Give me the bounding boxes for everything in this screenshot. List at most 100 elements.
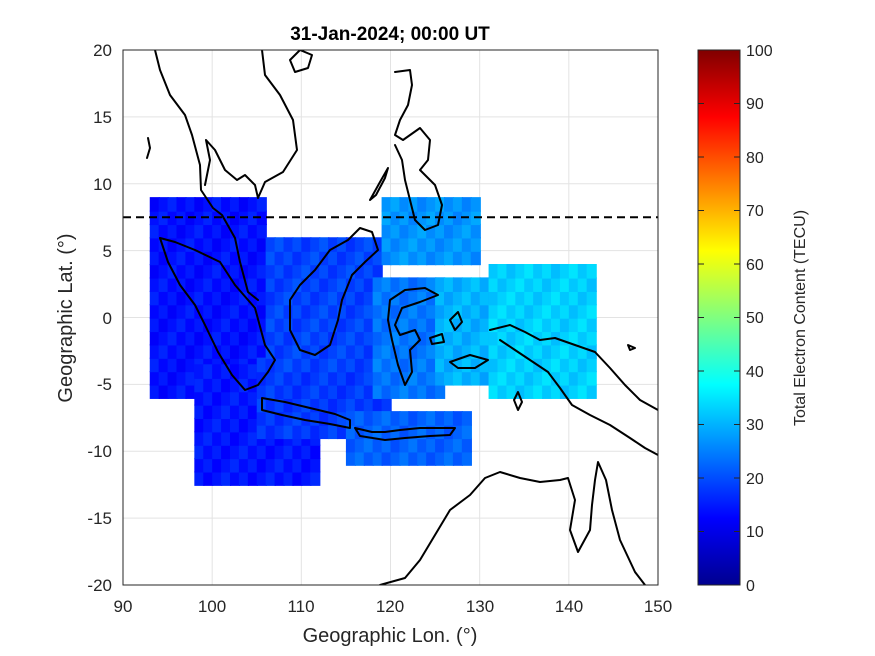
tec-cell <box>479 344 490 359</box>
tec-cell <box>310 277 321 292</box>
tec-cell <box>461 451 472 466</box>
tec-cell <box>559 264 571 279</box>
tec-cell <box>310 471 321 486</box>
tec-cell <box>194 457 205 473</box>
tec-cell <box>328 397 339 413</box>
tec-cell <box>426 317 437 333</box>
tec-cell <box>149 344 160 359</box>
colorbar-tick-label: 10 <box>746 524 764 541</box>
tec-cell <box>452 330 464 346</box>
tec-cell <box>274 384 285 399</box>
tec-cell <box>354 357 365 373</box>
tec-cell <box>247 304 258 319</box>
tec-cell <box>470 290 481 306</box>
tec-cell <box>274 330 285 346</box>
tec-cell <box>399 210 410 226</box>
tec-cell <box>363 264 374 279</box>
tec-cell <box>274 277 285 292</box>
tec-cell <box>265 357 276 373</box>
tec-cell <box>524 371 535 386</box>
tec-cell <box>568 304 579 319</box>
tec-cell <box>381 197 392 212</box>
tec-cell <box>310 357 321 373</box>
tec-cell <box>319 317 330 333</box>
tec-cell <box>417 237 428 252</box>
tec-cell <box>426 424 437 440</box>
tec-cell <box>194 223 205 239</box>
tec-cell <box>551 290 562 306</box>
tec-cell <box>479 277 490 292</box>
tec-cell <box>310 237 321 252</box>
tec-cell <box>203 304 214 319</box>
tec-cell <box>292 317 303 333</box>
tec-cell <box>506 384 517 399</box>
tec-cell <box>363 411 374 426</box>
tec-cell <box>167 290 178 306</box>
tec-cell <box>283 397 294 413</box>
tec-cell <box>194 377 205 393</box>
tec-cell <box>328 357 339 373</box>
tec-cell <box>238 444 250 460</box>
tec-cell <box>426 223 437 239</box>
tec-cell <box>203 330 214 346</box>
tec-cell <box>194 277 205 292</box>
tec-cell <box>265 330 276 346</box>
tec-cell <box>551 371 562 386</box>
tec-cell <box>301 304 312 319</box>
tec-cell <box>479 290 490 306</box>
tec-cell <box>542 290 553 306</box>
tec-cell <box>194 304 205 319</box>
tec-cell <box>435 357 446 373</box>
tec-cell <box>444 277 455 292</box>
tec-cell <box>577 384 588 399</box>
tec-cell <box>497 264 508 279</box>
tec-cell <box>426 250 437 266</box>
tec-cell <box>247 330 258 346</box>
tec-cell <box>230 377 241 393</box>
coastline-sumatra <box>159 237 276 391</box>
tec-cell <box>230 317 241 333</box>
tec-cell <box>354 304 365 319</box>
tec-cell <box>551 264 562 279</box>
tec-cell <box>337 264 348 279</box>
tec-cell <box>408 250 419 266</box>
tec-cell <box>221 317 232 333</box>
tec-cell <box>256 304 267 319</box>
tec-cell <box>212 304 223 319</box>
tec-cell <box>515 371 526 386</box>
tec-cell <box>524 317 535 333</box>
tec-cell <box>506 371 517 386</box>
tec-cell <box>551 277 562 292</box>
colorbar-tick-label: 90 <box>746 96 764 113</box>
tec-cell <box>372 277 383 292</box>
tec-cell <box>542 384 553 399</box>
tec-cell <box>265 457 276 473</box>
tec-cell <box>203 364 214 379</box>
tec-cell <box>328 371 339 386</box>
tec-cell <box>435 411 446 426</box>
tec-cell <box>381 330 392 346</box>
tec-cell <box>167 344 178 359</box>
tec-cell <box>274 424 285 440</box>
tec-cell <box>408 237 419 252</box>
tec-cell <box>586 384 597 399</box>
tec-cell <box>559 317 571 333</box>
tec-cell <box>185 304 196 319</box>
tec-cell <box>310 457 321 473</box>
tec-cell <box>212 290 223 306</box>
tec-cell <box>310 424 321 440</box>
tec-cell <box>381 237 392 252</box>
tec-cell <box>247 364 258 379</box>
tec-cell <box>372 344 383 359</box>
tec-cell <box>265 264 276 279</box>
tec-cell <box>399 250 410 266</box>
tec-cell <box>212 404 223 420</box>
tec-cell <box>506 290 517 306</box>
tec-cell <box>194 264 205 279</box>
tec-cell <box>283 457 294 473</box>
tec-cell <box>524 357 535 373</box>
tec-cell <box>230 444 241 460</box>
tec-cell <box>444 411 455 426</box>
colorbar-ticks <box>698 103 740 532</box>
